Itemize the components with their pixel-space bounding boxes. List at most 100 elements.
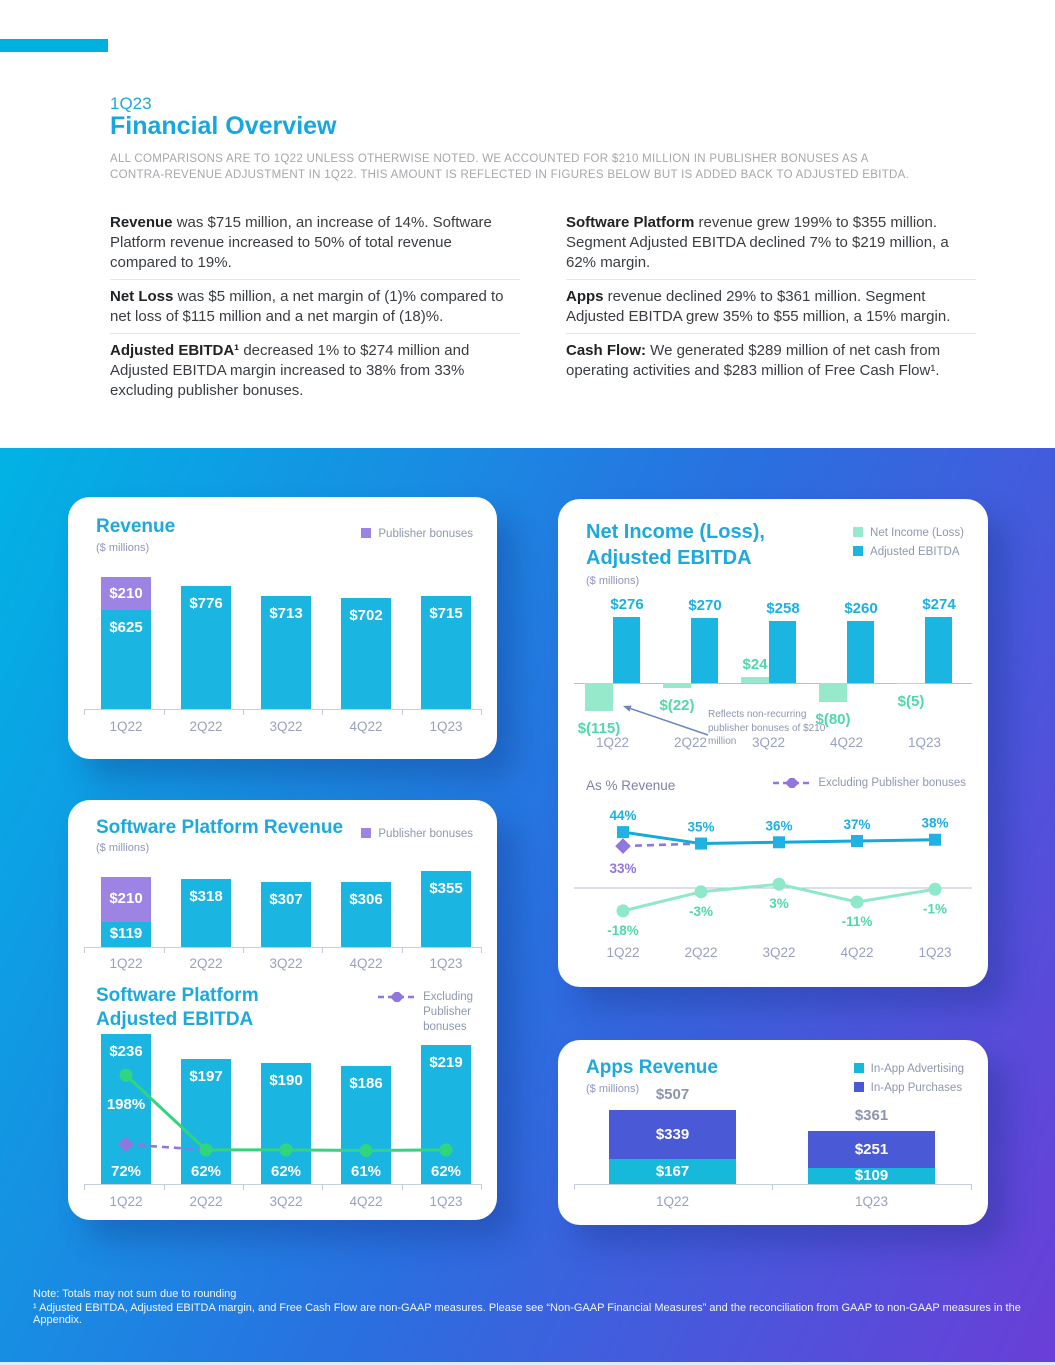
dash-diamond-swatch [773,778,812,788]
x-axis-label: 1Q23 [429,719,463,734]
bar-segment-in-app-advertising [808,1167,935,1184]
line-point-label: -18% [607,923,639,938]
line-point-label: -3% [689,904,713,919]
bar-value-label: $210 [109,584,143,602]
x-axis-label: 2Q22 [189,719,223,734]
as-pct-revenue-line-chart: 44% 35% 36% 37% 38% -18% -3% 3% -11% -1% 33% [574,808,972,938]
x-axis-label: 1Q22 [109,956,143,971]
axis-tick [164,709,165,715]
bar-value-label: $236 [109,1043,143,1061]
line-point-label: 38% [921,816,948,831]
axis-tick [243,1184,244,1190]
legend-label: Excluding Publisher bonuses [818,777,966,789]
ebitda-margin-marker [773,836,785,849]
x-axis-label: 4Q22 [840,945,874,960]
chart-subtitle: ($ millions) [586,1083,640,1095]
x-axis-label: 1Q22 [595,735,630,750]
x-axis-label: 2Q22 [673,735,708,750]
sp-ebitda-margin-line-chart [118,1068,453,1157]
ebitda-margin-marker [617,826,629,839]
brand-accent-bar [0,39,108,52]
highlight-cash-flow: Cash Flow: We generated $289 million of … [566,333,976,407]
highlight-lead: Net Loss [110,288,174,305]
axis-tick [322,709,323,715]
ebitda-value-label: $260 [844,599,878,617]
bar-segment-revenue [261,596,311,709]
bar-segment-in-app-purchases [609,1109,736,1160]
bar-segment-net-income [585,683,613,711]
line-point-label: 36% [765,818,792,833]
chart-subtitle: ($ millions) [96,842,150,854]
ebitda-margin-marker [695,837,707,850]
annotation-arrow [623,705,709,736]
ebitda-value-label: $258 [766,600,800,618]
bar-segment-revenue [421,596,471,709]
legend-label: In-App Purchases [870,1081,963,1094]
bar-value-label: $190 [269,1072,303,1090]
axis-tick [164,947,165,953]
margin-pct-label: 72% [110,1163,142,1180]
x-axis-label: 1Q23 [918,945,952,960]
x-axis-label: 4Q22 [349,1194,383,1209]
bar-segment-sp-ebitda [341,1065,391,1184]
bar-segment-adjusted-ebitda [691,618,718,683]
arrow-line [630,707,709,736]
margin-pct-label: 62% [270,1163,302,1180]
axis-tick [84,709,85,715]
line-point-label: 35% [687,820,714,835]
net-margin-marker [694,885,708,899]
ebitda-value-label: $276 [610,595,644,613]
legend-revenue: Publisher bonuses [361,527,473,542]
revenue-card: Revenue ($ millions) Publisher bonuses $… [68,497,497,759]
line-point-label: -1% [923,901,947,916]
highlight-lead: Apps [566,288,604,305]
x-axis-label: 2Q22 [684,945,718,960]
bar-value-label: $306 [349,890,383,908]
net-margin-marker [928,882,942,896]
bar-segment-revenue [181,586,231,709]
chart-title-sp-revenue: Software Platform Revenue [96,817,344,838]
legend-item: In-App Advertising [853,1062,964,1077]
total-value-label: $507 [655,1085,690,1103]
x-axis-label: 1Q23 [429,956,463,971]
axis-tick [971,1184,972,1190]
disclaimer-text: ALL COMPARISONS ARE TO 1Q22 UNLESS OTHER… [110,153,910,181]
annotation-text: Reflects non-recurring publisher bonuses… [708,709,826,747]
legend-item: Net Income (Loss) [853,526,964,541]
axis-tick [772,1184,773,1190]
sp-margin-marker [279,1143,293,1157]
axis-tick [402,709,403,715]
bar-value-label: $318 [189,888,223,906]
legend-sp-revenue: Publisher bonuses [361,827,473,842]
legend-item: Excluding Publisher bonuses [378,990,473,1035]
x-axis-label: 3Q22 [269,956,303,971]
highlight-software-platform: Software Platform revenue grew 199% to $… [566,214,949,271]
bar-value-label: $713 [269,605,303,623]
x-axis-label: 1Q23 [854,1194,889,1209]
legend-item: In-App Purchases [853,1081,963,1096]
chart-title-revenue: Revenue [96,516,176,537]
bar-segment-in-app-advertising [609,1159,736,1184]
bar-segment-software-platform-revenue [421,871,471,947]
legend-label: Publisher bonuses [378,528,473,540]
axis-line [84,947,481,948]
x-axis-label: 3Q22 [751,735,786,750]
axis-tick [481,709,482,715]
x-axis-label: 4Q22 [349,719,383,734]
bar-value-label: $210 [109,890,143,908]
chart-title-sp-ebitda: Software Platform Adjusted EBITDA [96,985,259,1031]
x-axis-label: 1Q22 [109,719,143,734]
chart-title-apps: Apps Revenue [586,1057,718,1078]
bar-value-label: $197 [189,1067,223,1085]
bar-value-label: $109 [854,1166,889,1184]
legend-label: Adjusted EBITDA [870,545,960,558]
margin-pct-label: 62% [430,1163,462,1180]
bar-segment-sp-ebitda [101,1034,151,1184]
bar-segment-sp-ebitda [421,1044,471,1184]
legend-label: In-App Advertising [870,1063,964,1075]
highlight-lead: Adjusted EBITDA¹ [110,342,240,359]
bottom-edge-strip [0,1362,1055,1365]
x-axis-label: 2Q22 [189,956,223,971]
bar-value-label: $715 [429,605,463,623]
